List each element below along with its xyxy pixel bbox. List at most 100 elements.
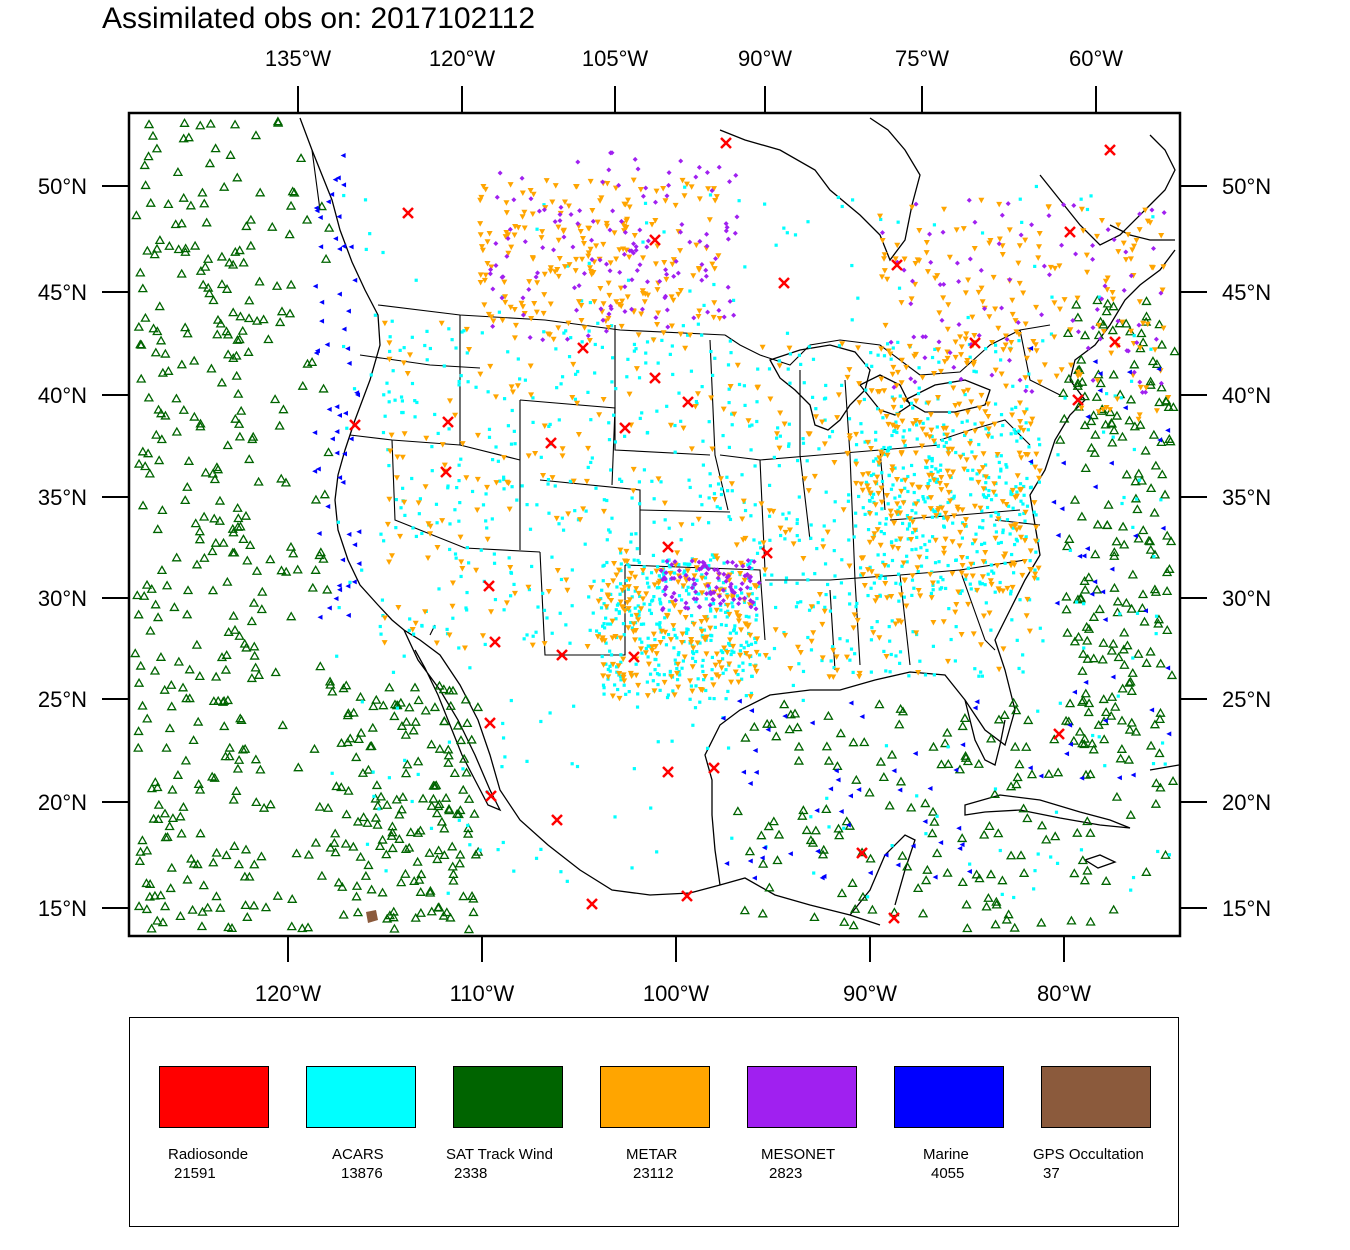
sat-wind-mark <box>139 160 150 170</box>
metar-mark <box>943 483 950 489</box>
sat-wind-mark <box>455 735 467 745</box>
sat-wind-mark <box>145 197 156 207</box>
acars-mark <box>602 622 606 626</box>
sat-wind-mark <box>229 119 241 129</box>
acars-mark <box>428 346 432 351</box>
acars-mark <box>831 645 835 649</box>
acars-mark <box>705 746 710 750</box>
acars-mark <box>589 460 593 465</box>
sat-wind-mark <box>143 151 154 161</box>
acars-mark <box>768 538 772 542</box>
sat-wind-mark <box>1165 436 1176 446</box>
acars-mark <box>1022 484 1026 489</box>
sat-wind-mark <box>1080 584 1091 594</box>
acars-mark <box>828 609 833 613</box>
metar-mark <box>876 455 883 462</box>
marine-mark <box>938 840 944 846</box>
metar-mark <box>682 575 689 582</box>
sat-wind-mark <box>960 752 972 762</box>
mesonet-mark <box>697 238 703 244</box>
acars-mark <box>777 359 781 363</box>
acars-mark <box>1027 598 1032 602</box>
acars-mark <box>895 430 899 435</box>
sat-wind-mark <box>324 222 335 232</box>
metar-mark <box>867 490 874 497</box>
marine-mark <box>1102 617 1108 623</box>
metar-mark <box>1036 468 1043 474</box>
marine-mark <box>1097 387 1103 393</box>
marine-mark <box>1100 589 1106 595</box>
acars-mark <box>671 689 675 693</box>
sat-wind-mark <box>155 652 167 661</box>
mesonet-mark <box>1134 340 1140 346</box>
mesonet-mark <box>557 211 563 217</box>
marine-mark <box>1165 427 1171 433</box>
mesonet-mark <box>750 600 756 606</box>
acars-mark <box>726 609 730 613</box>
acars-mark <box>712 697 716 701</box>
acars-mark <box>749 642 754 646</box>
acars-mark <box>666 632 671 637</box>
acars-mark <box>917 366 921 370</box>
acars-mark <box>457 383 461 387</box>
sat-wind-mark <box>208 696 219 706</box>
acars-mark <box>874 438 878 442</box>
sat-wind-mark <box>232 521 244 531</box>
sat-wind-mark <box>146 783 158 793</box>
marine-mark <box>1130 772 1136 778</box>
sat-wind-mark <box>228 610 239 620</box>
radiosonde-mark <box>1064 226 1076 238</box>
sat-wind-mark <box>874 699 885 709</box>
acars-mark <box>564 623 568 627</box>
mesonet-mark <box>551 247 557 253</box>
metar-mark <box>713 607 720 614</box>
radiosonde-mark <box>489 636 501 648</box>
sat-wind-mark <box>1108 425 1120 435</box>
acars-mark <box>799 600 803 604</box>
sat-wind-mark <box>219 721 230 731</box>
metar-mark <box>980 559 987 565</box>
metar-mark <box>446 632 453 639</box>
metar-mark <box>580 241 587 247</box>
mesonet-mark <box>996 241 1002 247</box>
sat-wind-mark <box>235 713 246 723</box>
acars-mark <box>413 415 417 419</box>
metar-mark <box>668 323 675 330</box>
acars-mark <box>1004 463 1008 467</box>
metar-mark <box>923 432 930 438</box>
acars-mark <box>1025 407 1029 411</box>
acars-mark <box>695 578 699 582</box>
acars-mark <box>700 385 704 389</box>
acars-mark <box>823 562 828 566</box>
sat-wind-mark <box>157 505 168 515</box>
legend-count-marine: 4055 <box>931 1165 965 1182</box>
sat-wind-mark <box>1148 429 1160 439</box>
mesonet-mark <box>702 563 708 569</box>
metar-mark <box>1041 362 1048 368</box>
sat-wind-mark <box>242 911 253 921</box>
metar-mark <box>754 385 761 391</box>
acars-mark <box>1001 530 1005 535</box>
acars-mark <box>811 357 816 361</box>
sat-wind-mark <box>240 510 252 520</box>
mesonet-mark <box>1090 377 1096 383</box>
legend-swatch-radiosonde <box>159 1066 269 1128</box>
mesonet-mark <box>663 293 669 299</box>
marine-mark <box>932 874 938 880</box>
mesonet-mark <box>500 274 506 280</box>
sat-wind-mark <box>1161 567 1173 577</box>
mesonet-mark <box>713 256 719 262</box>
sat-wind-mark <box>1141 296 1152 306</box>
metar-mark <box>478 194 485 201</box>
metar-mark <box>1144 321 1151 328</box>
acars-mark <box>1151 215 1155 219</box>
metar-mark <box>660 330 667 336</box>
sat-wind-mark <box>221 649 232 659</box>
metar-mark <box>640 567 647 574</box>
acars-mark <box>407 628 411 632</box>
sat-wind-mark <box>993 828 1004 838</box>
acars-mark <box>457 646 461 650</box>
metar-mark <box>482 272 489 279</box>
acars-mark <box>373 313 377 317</box>
metar-mark <box>991 481 998 487</box>
